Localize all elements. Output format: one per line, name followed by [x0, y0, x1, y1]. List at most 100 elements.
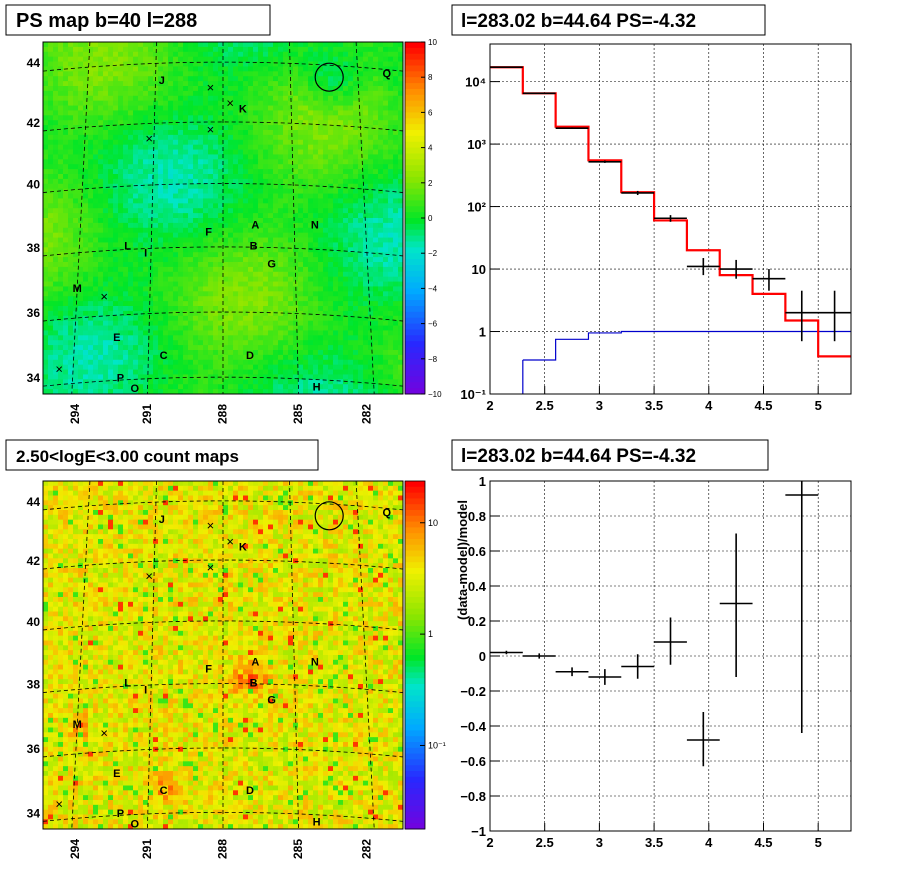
- ps-cell: [193, 310, 199, 317]
- ps-cell: [63, 296, 69, 302]
- ps-cell: [373, 271, 379, 278]
- ps-cell: [58, 257, 64, 263]
- ps-cell: [308, 227, 314, 234]
- ps-cell: [313, 350, 319, 356]
- ps-cell: [283, 71, 289, 77]
- ps-cell: [223, 364, 229, 370]
- ps-cell: [383, 291, 389, 297]
- ps-cell: [48, 183, 54, 190]
- ps-cell: [83, 149, 89, 155]
- ps-cell: [128, 227, 134, 234]
- ps-cell: [253, 310, 259, 317]
- ps-cell: [348, 174, 354, 180]
- ps-cell: [168, 100, 174, 106]
- ps-cell: [318, 266, 324, 273]
- ps-cell: [343, 174, 349, 180]
- ps-cell: [48, 95, 54, 102]
- ps-cell: [43, 262, 49, 268]
- ps-cell: [288, 262, 294, 268]
- ps-cell: [153, 144, 159, 150]
- ps-cell: [263, 345, 269, 351]
- ps-cell: [233, 86, 239, 92]
- ps-cell: [228, 291, 234, 297]
- ps-cell: [68, 340, 74, 346]
- ps-cell: [223, 174, 229, 180]
- ps-cell: [98, 90, 104, 97]
- ps-cell: [388, 242, 394, 248]
- ps-cell: [163, 286, 169, 292]
- ps-cell: [393, 262, 399, 268]
- ps-cell: [208, 115, 214, 121]
- ps-cell: [363, 198, 369, 204]
- ps-cell: [278, 345, 284, 351]
- ps-cell: [73, 232, 79, 238]
- ps-cell: [253, 369, 259, 375]
- ps-cell: [203, 227, 209, 234]
- ps-cell: [248, 149, 254, 155]
- ps-cell: [318, 120, 324, 126]
- ps-cell: [138, 105, 144, 111]
- ps-cell: [393, 193, 399, 199]
- ps-cell: [218, 110, 224, 116]
- ps-cell: [238, 276, 244, 282]
- ps-cell: [278, 66, 284, 72]
- ps-cell: [188, 203, 194, 209]
- ps-cell: [218, 193, 224, 199]
- ps-cell: [363, 95, 369, 102]
- ps-cell: [288, 252, 294, 258]
- ps-cell: [268, 105, 274, 111]
- ps-cell: [318, 320, 324, 326]
- ps-cell: [298, 296, 304, 302]
- ps-cell: [138, 115, 144, 121]
- ps-cell: [288, 51, 294, 58]
- ps-cell: [128, 139, 134, 146]
- ps-cell: [113, 42, 119, 48]
- ps-cell: [243, 120, 249, 126]
- ps-cell: [308, 76, 314, 82]
- ps-cell: [98, 242, 104, 248]
- ps-cell: [173, 46, 179, 53]
- ps-cell: [258, 95, 264, 102]
- ps-cell: [293, 296, 299, 302]
- ps-cell: [303, 105, 309, 111]
- ps-cell: [373, 81, 379, 87]
- ps-cell: [348, 374, 354, 380]
- ps-cell: [158, 149, 164, 155]
- ps-cell: [118, 100, 124, 106]
- ps-cell: [128, 276, 134, 282]
- ps-cell: [203, 276, 209, 282]
- ps-cell: [253, 100, 259, 106]
- ps-cell: [133, 369, 139, 375]
- ps-cell: [108, 330, 114, 336]
- ps-cell: [288, 81, 294, 87]
- ps-cell: [113, 340, 119, 346]
- ps-cell: [173, 296, 179, 302]
- ps-cell: [108, 110, 114, 116]
- ps-cell: [303, 369, 309, 375]
- ps-cell: [58, 310, 64, 317]
- ps-cell: [223, 115, 229, 121]
- ps-cell: [303, 95, 309, 102]
- ps-cell: [58, 139, 64, 146]
- ps-cell: [133, 144, 139, 150]
- ps-cell: [328, 271, 334, 278]
- ps-cell: [173, 369, 179, 375]
- ps-cell: [128, 51, 134, 58]
- ps-cell: [193, 276, 199, 282]
- ps-cell: [218, 276, 224, 282]
- ps-cell: [393, 359, 399, 366]
- ps-cell: [93, 354, 99, 361]
- ps-cell: [213, 340, 219, 346]
- ps-cell: [78, 100, 84, 106]
- ps-cell: [303, 320, 309, 326]
- ps-cell: [108, 120, 114, 126]
- ps-cell: [388, 208, 394, 214]
- ps-cell: [278, 227, 284, 234]
- ps-cell: [218, 222, 224, 229]
- ps-cell: [313, 164, 319, 170]
- ps-cell: [238, 115, 244, 121]
- ps-cell: [133, 66, 139, 72]
- ps-cell: [48, 144, 54, 150]
- ps-cell: [68, 144, 74, 150]
- ps-cell: [333, 350, 339, 356]
